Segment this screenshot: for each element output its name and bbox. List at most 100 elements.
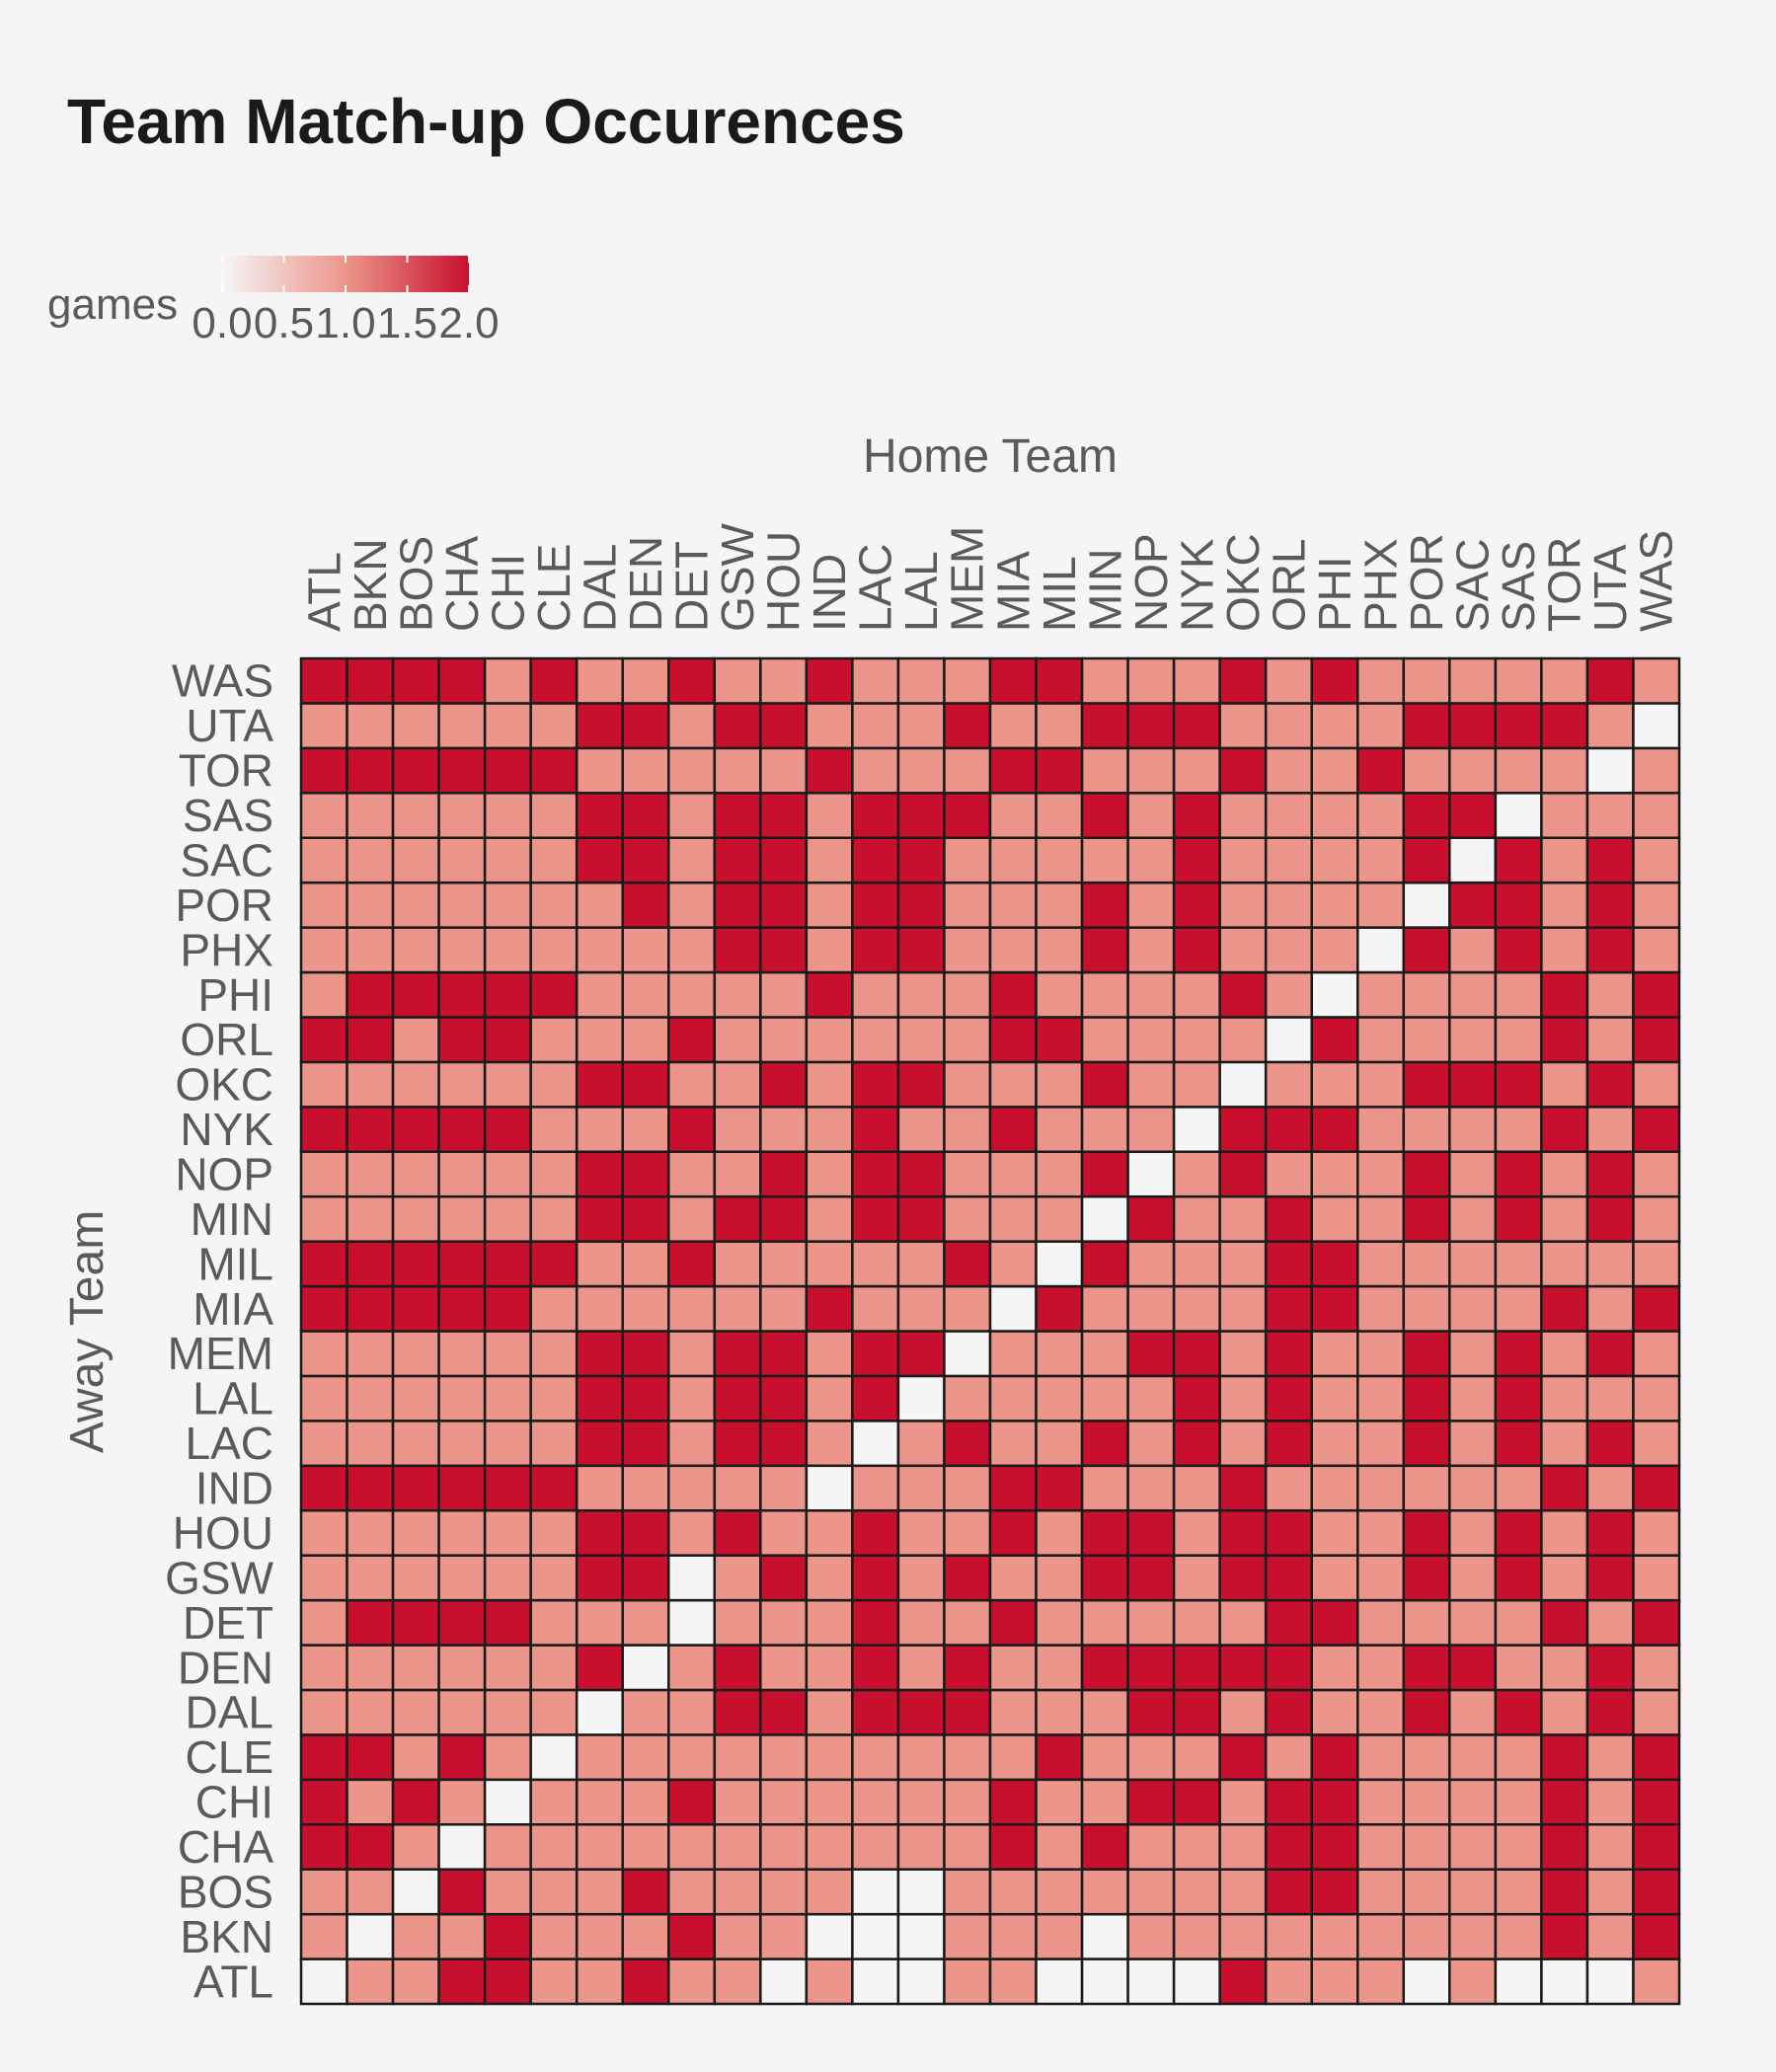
cell-PHX-LAL [896,926,946,974]
cell-CHA-HOU [759,1823,809,1871]
cell-CLE-BOS [391,1733,440,1782]
cell-BKN-ORL [1264,1912,1313,1960]
cell-MIN-BKN [346,1194,395,1243]
cell-BKN-SAS [1494,1912,1543,1960]
cell-LAL-DAL [575,1374,624,1422]
cell-DEN-DAL [575,1644,624,1692]
cell-SAC-LAC [851,836,900,884]
cell-MIN-NOP [1126,1194,1176,1243]
cell-ATL-NYK [1172,1957,1221,2006]
cell-DET-PHX [1356,1598,1406,1647]
x-tick-LAL: LAL [895,551,947,632]
cell-PHX-DEN [621,926,670,974]
cell-SAC-ATL [299,836,348,884]
cell-BOS-CHA [437,1868,487,1916]
cell-ATL-MIN [1080,1957,1129,2006]
cell-MIL-DAL [575,1240,624,1288]
cell-ORL-CHI [483,1016,532,1064]
cell-DAL-CHI [483,1688,532,1736]
cell-HOU-HOU [759,1508,809,1557]
cell-MIL-GSW [713,1240,762,1288]
cell-DAL-GSW [713,1688,762,1736]
cell-LAC-MEM [943,1420,992,1468]
x-tick-CLE: CLE [528,544,579,632]
cell-UTA-LAL [896,702,946,750]
cell-NOP-CLE [529,1150,579,1198]
cell-DAL-ORL [1264,1688,1313,1736]
cell-PHI-SAC [1448,970,1498,1019]
cell-POR-HOU [759,881,809,929]
cell-ORL-IND [805,1016,854,1064]
cell-CHA-POR [1402,1823,1451,1871]
cell-MIN-OKC [1218,1194,1268,1243]
cell-CLE-IND [805,1733,854,1782]
cell-WAS-NOP [1126,656,1176,705]
cell-NYK-UTA [1585,1106,1635,1154]
cell-HOU-DEN [621,1508,670,1557]
cell-TOR-NOP [1126,746,1176,795]
cell-PHI-OKC [1218,970,1268,1019]
cell-POR-SAC [1448,881,1498,929]
cell-WAS-SAS [1494,656,1543,705]
cell-LAL-CLE [529,1374,579,1422]
cell-CHI-BKN [346,1778,395,1826]
cell-PHX-CLE [529,926,579,974]
cell-DEN-MIL [1035,1644,1084,1692]
cell-CHI-ORL [1264,1778,1313,1826]
cell-DET-SAC [1448,1598,1498,1647]
cell-NOP-BOS [391,1150,440,1198]
cell-MIN-LAL [896,1194,946,1243]
cell-MIN-DET [667,1194,717,1243]
cell-DET-PHI [1310,1598,1359,1647]
cell-IND-ORL [1264,1464,1313,1512]
cell-OKC-HOU [759,1060,809,1109]
cell-MIN-HOU [759,1194,809,1243]
cell-LAC-POR [1402,1420,1451,1468]
cell-POR-BOS [391,881,440,929]
cell-ATL-CHI [483,1957,532,2006]
cell-TOR-CHA [437,746,487,795]
cell-GSW-MIL [1035,1554,1084,1602]
cell-GSW-MIN [1080,1554,1129,1602]
cell-POR-CLE [529,881,579,929]
cell-NYK-ATL [299,1106,348,1154]
cell-CHA-DEN [621,1823,670,1871]
cell-IND-SAS [1494,1464,1543,1512]
cell-HOU-MIL [1035,1508,1084,1557]
cell-BKN-BOS [391,1912,440,1960]
cell-DET-LAC [851,1598,900,1647]
cell-TOR-DET [667,746,717,795]
cell-NYK-DET [667,1106,717,1154]
cell-SAS-GSW [713,792,762,839]
cell-CHA-SAC [1448,1823,1498,1871]
x-tick-PHI: PHI [1309,556,1360,632]
cell-ORL-DEN [621,1016,670,1064]
cell-TOR-POR [1402,746,1451,795]
cell-BOS-OKC [1218,1868,1268,1916]
cell-BOS-MIN [1080,1868,1129,1916]
cell-NYK-GSW [713,1106,762,1154]
cell-DAL-UTA [1585,1688,1635,1736]
cell-NOP-UTA [1585,1150,1635,1198]
cell-ATL-HOU [759,1957,809,2006]
cell-BOS-TOR [1540,1868,1589,1916]
cell-SAS-CHA [437,792,487,839]
cell-HOU-DET [667,1508,717,1557]
cell-WAS-DAL [575,656,624,705]
cell-POR-WAS [1632,881,1681,929]
cell-CHA-SAS [1494,1823,1543,1871]
cell-SAC-DEN [621,836,670,884]
cell-WAS-CLE [529,656,579,705]
cell-TOR-MEM [943,746,992,795]
cell-WAS-MIL [1035,656,1084,705]
cell-MIL-SAS [1494,1240,1543,1288]
cell-PHI-CHI [483,970,532,1019]
cell-PHI-NOP [1126,970,1176,1019]
cell-MIL-BOS [391,1240,440,1288]
cell-PHX-HOU [759,926,809,974]
cell-DEN-WAS [1632,1644,1681,1692]
cell-DEN-PHX [1356,1644,1406,1692]
x-tick-HOU: HOU [758,531,810,632]
cell-SAS-TOR [1540,792,1589,839]
